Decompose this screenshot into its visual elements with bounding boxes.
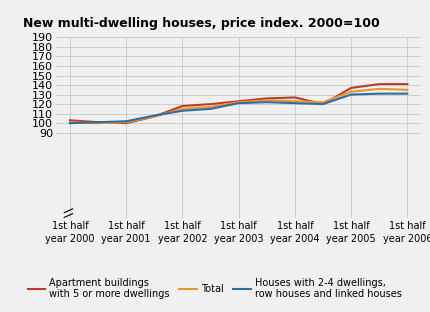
Line: Apartment buildings
with 5 or more dwellings: Apartment buildings with 5 or more dwell… <box>70 84 407 123</box>
Houses with 2-4 dwellings,
row houses and linked houses <box>320 102 326 106</box>
Total <box>208 105 213 109</box>
Houses with 2-4 dwellings,
row houses and linked houses <box>68 121 73 125</box>
Apartment buildings
with 5 or more dwellings <box>320 102 326 106</box>
Apartment buildings
with 5 or more dwellings <box>292 95 298 99</box>
Total <box>236 100 241 104</box>
Houses with 2-4 dwellings,
row houses and linked houses <box>377 92 382 95</box>
Houses with 2-4 dwellings,
row houses and linked houses <box>236 101 241 105</box>
Apartment buildings
with 5 or more dwellings <box>95 120 101 124</box>
Houses with 2-4 dwellings,
row houses and linked houses <box>180 109 185 113</box>
Houses with 2-4 dwellings,
row houses and linked houses <box>349 93 354 96</box>
Total <box>320 100 326 104</box>
Apartment buildings
with 5 or more dwellings <box>236 100 241 103</box>
Total <box>377 87 382 91</box>
Apartment buildings
with 5 or more dwellings <box>152 115 157 118</box>
Houses with 2-4 dwellings,
row houses and linked houses <box>95 120 101 124</box>
Total <box>264 98 269 102</box>
Line: Total: Total <box>70 89 407 123</box>
Text: New multi-dwelling houses, price index. 2000=100: New multi-dwelling houses, price index. … <box>23 17 380 30</box>
Total <box>95 121 101 125</box>
Total <box>405 88 410 92</box>
Apartment buildings
with 5 or more dwellings <box>264 96 269 100</box>
Houses with 2-4 dwellings,
row houses and linked houses <box>405 92 410 95</box>
Houses with 2-4 dwellings,
row houses and linked houses <box>208 107 213 111</box>
Total <box>152 115 157 118</box>
Houses with 2-4 dwellings,
row houses and linked houses <box>123 119 129 123</box>
Apartment buildings
with 5 or more dwellings <box>377 82 382 86</box>
Total <box>68 120 73 124</box>
Total <box>349 90 354 94</box>
Apartment buildings
with 5 or more dwellings <box>208 102 213 106</box>
Total <box>292 100 298 103</box>
Apartment buildings
with 5 or more dwellings <box>68 119 73 122</box>
Houses with 2-4 dwellings,
row houses and linked houses <box>292 101 298 105</box>
Apartment buildings
with 5 or more dwellings <box>123 121 129 125</box>
Houses with 2-4 dwellings,
row houses and linked houses <box>264 100 269 104</box>
Apartment buildings
with 5 or more dwellings <box>405 82 410 86</box>
Apartment buildings
with 5 or more dwellings <box>180 104 185 108</box>
Apartment buildings
with 5 or more dwellings <box>349 86 354 90</box>
Total <box>180 107 185 111</box>
Line: Houses with 2-4 dwellings,
row houses and linked houses: Houses with 2-4 dwellings, row houses an… <box>70 94 407 123</box>
Total <box>123 120 129 124</box>
Houses with 2-4 dwellings,
row houses and linked houses <box>152 114 157 117</box>
Legend: Apartment buildings
with 5 or more dwellings, Total, Houses with 2-4 dwellings,
: Apartment buildings with 5 or more dwell… <box>28 278 402 299</box>
